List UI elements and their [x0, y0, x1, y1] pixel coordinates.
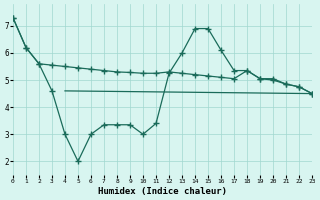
X-axis label: Humidex (Indice chaleur): Humidex (Indice chaleur)	[98, 187, 227, 196]
